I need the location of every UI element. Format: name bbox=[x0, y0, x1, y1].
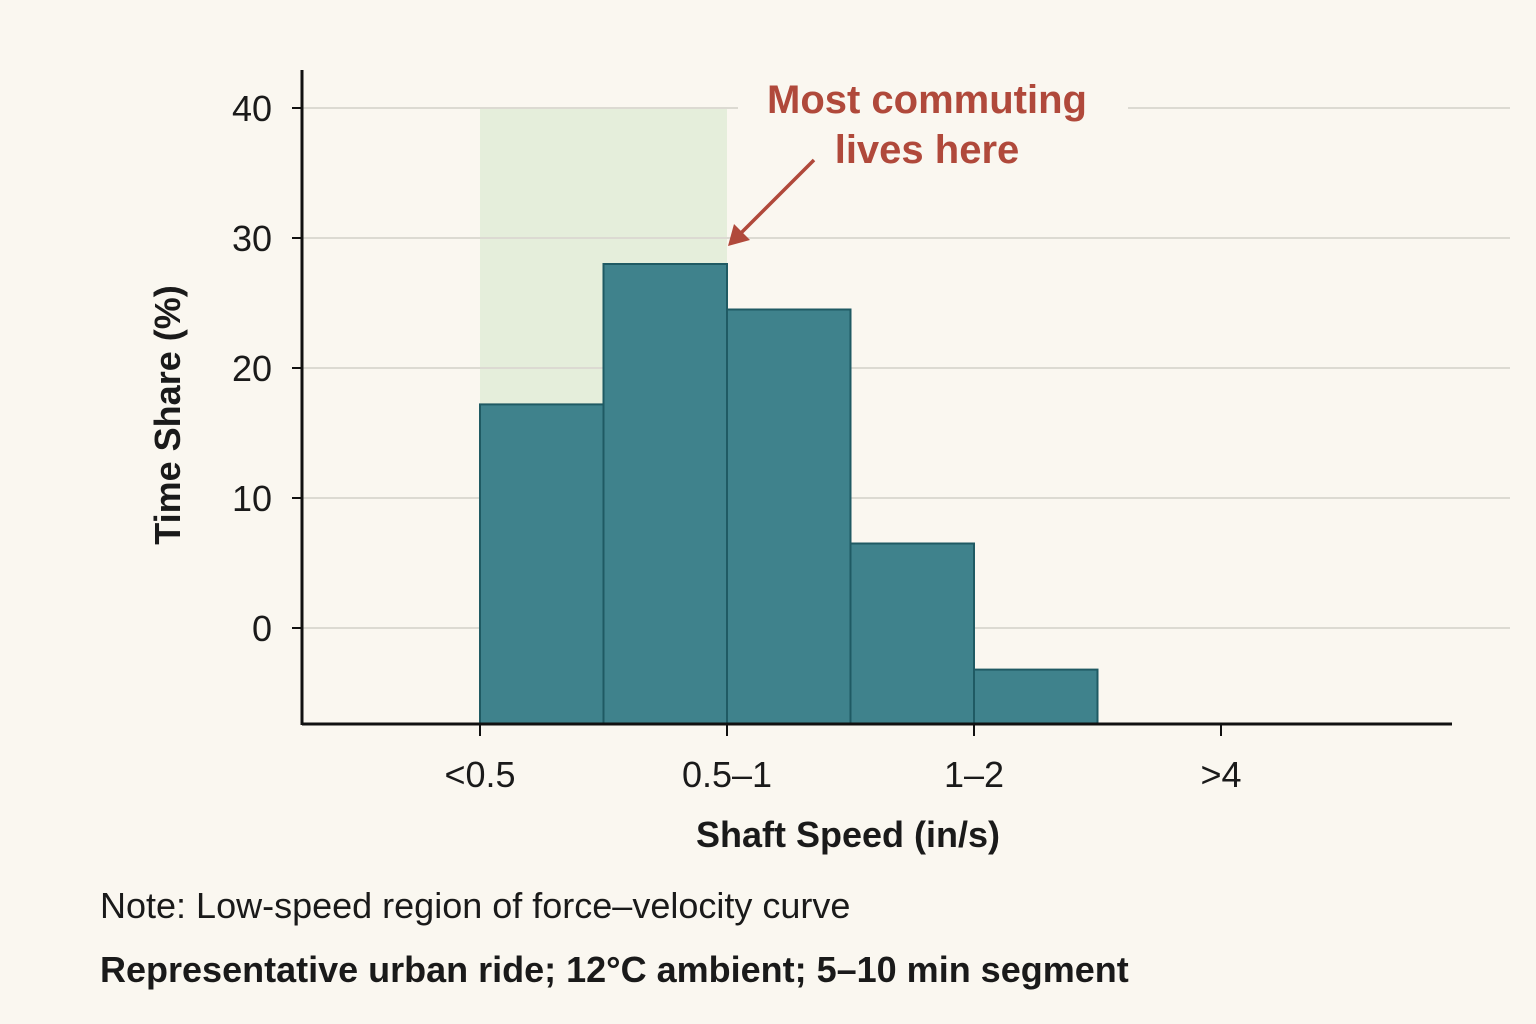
y-tick-label: 30 bbox=[232, 218, 272, 259]
bar bbox=[849, 542, 975, 725]
annotation-line2: lives here bbox=[835, 128, 1020, 172]
annotation-line1: Most commuting bbox=[767, 78, 1087, 122]
x-tick-label: <0.5 bbox=[444, 754, 515, 795]
y-tick-label: 20 bbox=[232, 348, 272, 389]
note: Note: Low-speed region of force–velocity… bbox=[100, 885, 850, 926]
x-tick-label: >4 bbox=[1200, 754, 1241, 795]
bar bbox=[726, 308, 852, 725]
bar bbox=[602, 263, 728, 725]
subnote: Representative urban ride; 12°C ambient;… bbox=[100, 949, 1129, 990]
annotation-backdrop bbox=[738, 70, 1128, 180]
y-tick-label: 0 bbox=[252, 608, 272, 649]
y-tick-label: 40 bbox=[232, 88, 272, 129]
y-axis-label: Time Share (%) bbox=[147, 285, 188, 544]
annotation-arrow bbox=[728, 158, 816, 246]
bar bbox=[973, 668, 1099, 725]
bar bbox=[479, 403, 605, 725]
x-tick-label: 1–2 bbox=[944, 754, 1004, 795]
y-tick-label: 10 bbox=[232, 478, 272, 519]
x-axis-label: Shaft Speed (in/s) bbox=[696, 814, 1000, 855]
x-tick-label: 0.5–1 bbox=[682, 754, 772, 795]
